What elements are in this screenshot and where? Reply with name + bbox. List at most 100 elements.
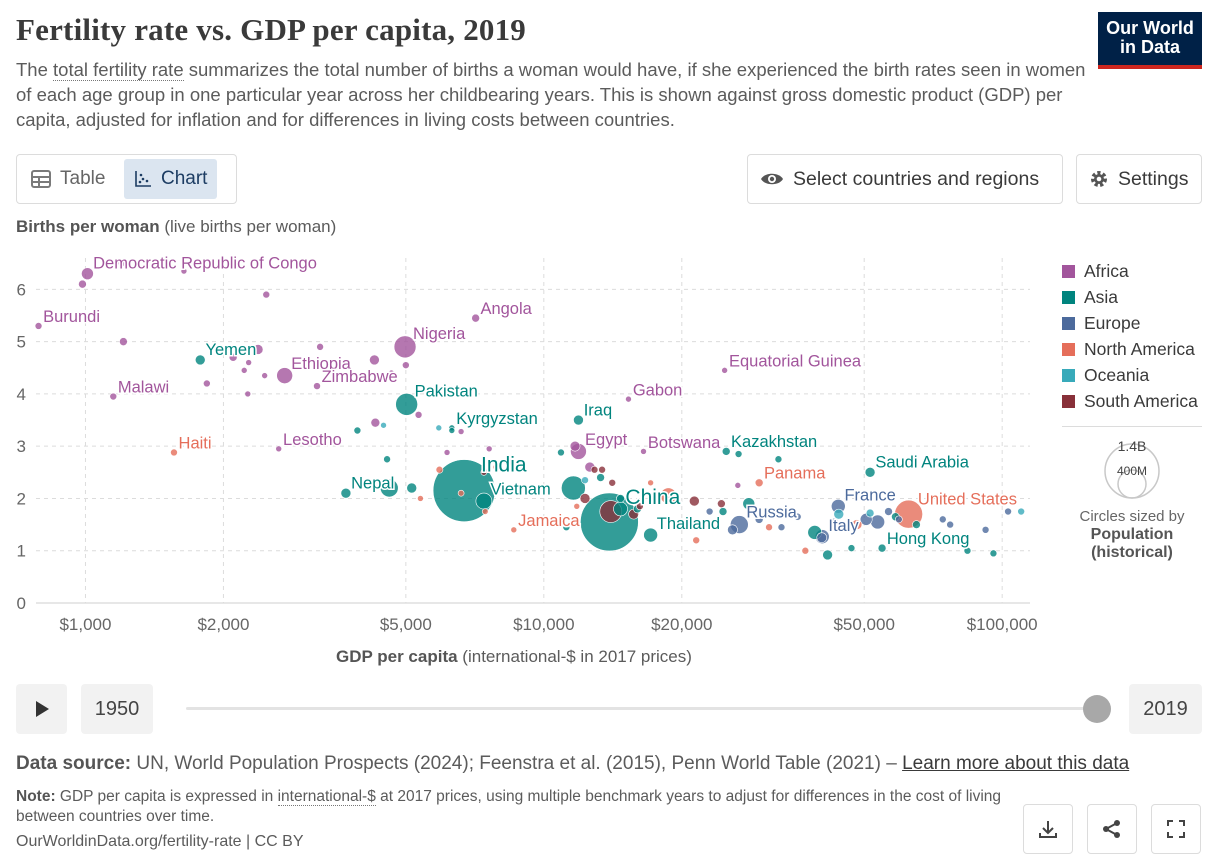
data-point [573,502,581,510]
select-countries-button[interactable]: Select countries and regions [747,154,1063,204]
fullscreen-button[interactable] [1151,804,1201,854]
size-legend: 1.4B 400M Circles sized by Population (h… [1062,426,1202,562]
data-point [244,390,252,398]
data-point [822,549,833,561]
gear-icon [1091,171,1107,187]
point-label: Hong Kong [887,530,970,548]
data-point [689,495,700,507]
data-point [895,515,903,524]
table-icon [31,170,51,188]
x-tick-label: $100,000 [967,615,1038,634]
data-point [240,367,248,374]
legend-item-south-america[interactable]: South America [1062,388,1198,414]
data-point [721,367,728,374]
y-axis-title-bold: Births per woman [16,217,160,236]
note-label: Note: [16,788,56,805]
point-label: India [481,454,527,477]
data-point [870,514,885,530]
data-point [262,290,271,299]
data-point [754,515,764,524]
point-label: Yemen [205,341,256,359]
footer-url[interactable]: OurWorldinData.org/fertility-rate | CC B… [16,833,304,850]
data-point [981,526,990,534]
table-tab[interactable]: Table [21,159,115,199]
logo-line-1: Our World [1106,18,1194,38]
chart-tab[interactable]: Chart [124,159,218,199]
point-label: Iraq [584,401,612,419]
point-label: Pakistan [415,382,478,400]
data-point [829,517,839,527]
x-tick-label: $5,000 [380,615,432,634]
legend-item-asia[interactable]: Asia [1062,284,1198,310]
owid-logo[interactable]: Our World in Data [1098,12,1202,69]
data-point [581,476,589,484]
data-point [596,473,605,482]
data-point [383,455,391,464]
legend-item-europe[interactable]: Europe [1062,310,1198,336]
x-tick-label: $1,000 [59,615,111,634]
data-point [717,499,726,508]
download-button[interactable] [1023,804,1073,854]
data-point [203,379,211,388]
data-point [276,367,293,384]
legend-item-north-america[interactable]: North America [1062,336,1198,362]
timeline-handle[interactable] [1083,695,1111,723]
share-button[interactable] [1087,804,1137,854]
data-point [851,519,863,530]
data-point [313,382,321,390]
legend-label-north-america: North America [1084,338,1195,359]
data-point [938,515,947,524]
legend-item-africa[interactable]: Africa [1062,258,1198,284]
settings-label: Settings [1118,167,1189,190]
data-point [388,369,395,377]
data-point [1017,507,1025,516]
y-tick-label: 1 [17,542,26,561]
learn-more-link[interactable]: Learn more about this data [902,753,1130,774]
data-point [912,520,921,529]
y-axis-title-rest: (live births per woman) [159,217,337,236]
international-dollar-link[interactable]: international-$ [277,788,376,806]
data-point [370,417,381,428]
data-point [946,520,954,529]
source-text: UN, World Population Prospects (2024); F… [131,753,903,774]
data-point [1004,507,1012,516]
point-label: Nigeria [413,325,466,343]
timeline-start-year[interactable]: 1950 [81,684,153,734]
timeline-track[interactable] [186,707,1098,710]
point-label: Equatorial Guinea [729,353,862,371]
share-icon [1103,820,1120,838]
select-countries-label: Select countries and regions [793,167,1040,190]
play-button[interactable] [16,684,67,734]
point-label: Zimbabwe [322,368,398,386]
chart-subtitle: The total fertility rate summarizes the … [16,57,1086,132]
data-point [506,458,514,466]
data-point [393,335,417,359]
y-tick-label: 2 [17,489,26,508]
data-point [816,532,828,543]
data-point [877,543,887,553]
data-point [774,455,783,464]
point-label: Angola [480,300,532,318]
data-point [963,546,972,555]
data-point [485,445,493,453]
legend-swatch-asia [1062,290,1075,304]
data-point [721,447,731,456]
timeline-end-year[interactable]: 2019 [1129,684,1202,734]
data-point [228,353,238,362]
point-label: Haiti [179,435,212,453]
data-point [833,508,845,520]
data-point [847,544,856,552]
size-legend-large-label: 1.4B [1118,438,1147,454]
y-tick-label: 3 [17,437,26,456]
subtitle-text-after: summarizes the total number of births a … [16,59,1086,130]
y-tick-label: 5 [17,333,26,352]
note-text-before: GDP per capita is expressed in [55,788,278,805]
data-point [754,478,764,488]
data-point [492,463,500,471]
note: Note: GDP per capita is expressed in int… [16,787,1006,827]
legend-swatch-north-america [1062,342,1075,356]
legend-item-oceania[interactable]: Oceania [1062,362,1198,388]
data-point [340,487,352,499]
subtitle-definition-link[interactable]: total fertility rate [53,59,184,81]
settings-button[interactable]: Settings [1076,154,1202,204]
